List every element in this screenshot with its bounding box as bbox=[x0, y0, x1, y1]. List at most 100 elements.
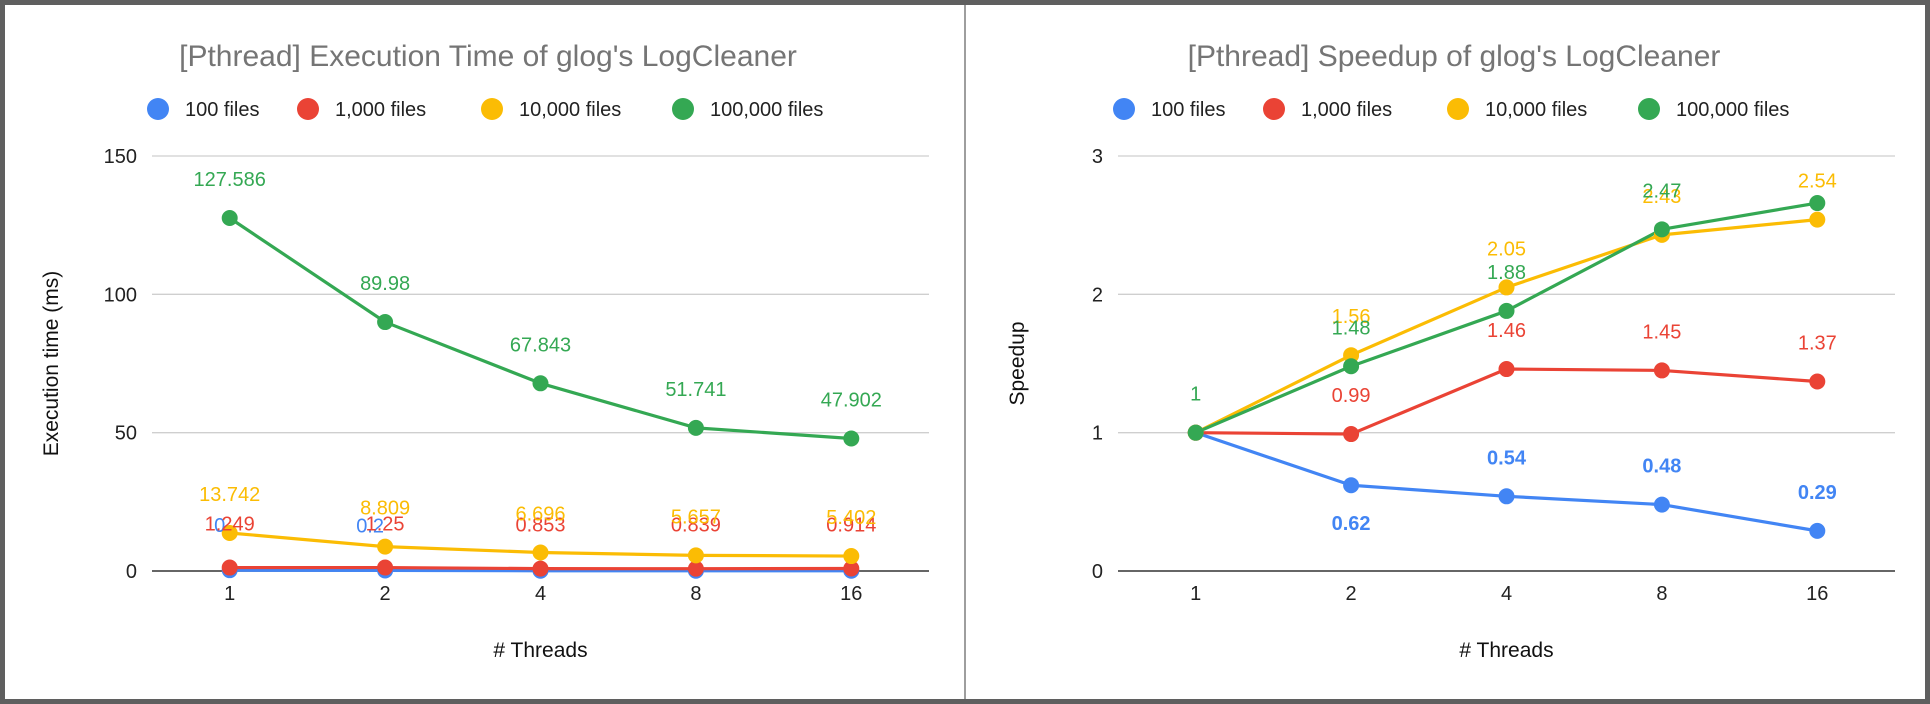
data-label-2-4: 2.54 bbox=[1798, 171, 1837, 193]
legend-label-2: 10,000 files bbox=[1485, 99, 1587, 121]
legend-marker-2 bbox=[1447, 98, 1469, 120]
legend-marker-3 bbox=[672, 98, 694, 120]
speedup-chart: [Pthread] Speedup of glog's LogCleaner10… bbox=[1006, 40, 1895, 662]
data-point-3-4 bbox=[843, 430, 860, 447]
data-point-3-2 bbox=[532, 375, 549, 392]
data-point-1-4 bbox=[843, 560, 860, 577]
data-point-2-1 bbox=[377, 538, 394, 555]
data-point-1-1 bbox=[377, 559, 394, 576]
data-label-1-3: 1.45 bbox=[1642, 321, 1681, 343]
data-point-3-2 bbox=[1498, 302, 1515, 319]
x-tick-label: 2 bbox=[380, 583, 391, 605]
x-axis-label: # Threads bbox=[1459, 639, 1553, 662]
x-tick-label: 8 bbox=[1656, 583, 1667, 605]
chart-title: [Pthread] Execution Time of glog's LogCl… bbox=[179, 40, 797, 73]
series-line-1 bbox=[1195, 367, 1818, 436]
y-axis-label: Speedup bbox=[1006, 321, 1029, 405]
data-label-1-3: 0.839 bbox=[671, 515, 721, 537]
y-tick-label: 1 bbox=[1092, 423, 1103, 445]
data-label-0-1: 0.2 bbox=[356, 515, 384, 537]
data-point-2-1 bbox=[1343, 347, 1360, 364]
x-axis-label: # Threads bbox=[493, 639, 587, 662]
y-tick-label: 100 bbox=[104, 284, 137, 306]
data-label-1-2: 0.853 bbox=[515, 515, 565, 537]
data-point-3-3 bbox=[1653, 221, 1670, 238]
y-tick-label: 0 bbox=[126, 561, 137, 583]
data-label-2-1: 8.809 bbox=[360, 498, 410, 520]
data-point-3-0 bbox=[221, 210, 238, 227]
data-point-1-1 bbox=[1343, 426, 1360, 443]
legend-label-3: 100,000 files bbox=[1676, 99, 1789, 121]
data-label-2-3: 5.657 bbox=[671, 506, 721, 528]
legend-marker-3 bbox=[1638, 98, 1660, 120]
x-tick-label: 16 bbox=[840, 583, 862, 605]
data-point-0-1 bbox=[1343, 477, 1360, 494]
legend-marker-0 bbox=[1113, 98, 1135, 120]
x-tick-label: 2 bbox=[1346, 583, 1357, 605]
data-point-3-3 bbox=[687, 419, 704, 436]
legend-marker-0 bbox=[147, 98, 169, 120]
data-label-2-4: 5.402 bbox=[826, 507, 876, 529]
data-label-2-0: 13.742 bbox=[199, 484, 260, 506]
data-point-0-4 bbox=[1809, 522, 1826, 539]
x-tick-label: 1 bbox=[224, 583, 235, 605]
data-label-3-3: 51.741 bbox=[665, 379, 726, 401]
data-point-3-4 bbox=[1809, 195, 1826, 212]
y-tick-label: 0 bbox=[1092, 561, 1103, 583]
data-point-2-4 bbox=[843, 548, 860, 565]
data-label-2-1: 1.56 bbox=[1332, 306, 1371, 328]
data-point-2-0 bbox=[221, 524, 238, 541]
legend-marker-2 bbox=[481, 98, 503, 120]
data-point-3-0 bbox=[1187, 424, 1204, 441]
data-label-3-1: 1.48 bbox=[1332, 317, 1371, 339]
data-point-2-2 bbox=[532, 544, 549, 561]
x-tick-label: 1 bbox=[1190, 583, 1201, 605]
execution-time-chart: [Pthread] Execution Time of glog's LogCl… bbox=[40, 40, 929, 662]
x-tick-label: 16 bbox=[1806, 583, 1828, 605]
data-point-1-2 bbox=[532, 560, 549, 577]
data-label-3-0: 1 bbox=[1190, 384, 1201, 406]
x-tick-label: 4 bbox=[535, 583, 546, 605]
data-label-1-0: 1.249 bbox=[205, 514, 255, 536]
data-label-2-2: 6.696 bbox=[515, 503, 565, 525]
data-label-3-2: 1.88 bbox=[1487, 262, 1526, 284]
data-label-0-4: 0.29 bbox=[1798, 482, 1837, 504]
data-label-3-0: 127.586 bbox=[194, 169, 266, 191]
data-point-0-3 bbox=[1653, 496, 1670, 513]
legend-label-3: 100,000 files bbox=[710, 99, 823, 121]
x-tick-label: 4 bbox=[1501, 583, 1512, 605]
data-point-2-4 bbox=[1809, 211, 1826, 228]
data-label-0-3: 0.48 bbox=[1642, 456, 1681, 478]
legend-marker-1 bbox=[1263, 98, 1285, 120]
series-line-3 bbox=[228, 216, 852, 441]
data-point-3-1 bbox=[377, 314, 394, 331]
data-label-1-1: 0.99 bbox=[1332, 385, 1371, 407]
legend-marker-1 bbox=[297, 98, 319, 120]
y-tick-label: 50 bbox=[115, 423, 137, 445]
y-tick-label: 2 bbox=[1092, 284, 1103, 306]
data-label-0-1: 0.62 bbox=[1332, 513, 1371, 535]
legend-label-0: 100 files bbox=[185, 99, 260, 121]
data-point-1-0 bbox=[221, 559, 238, 576]
data-point-1-3 bbox=[687, 560, 704, 577]
chart-title: [Pthread] Speedup of glog's LogCleaner bbox=[1188, 40, 1721, 73]
data-point-1-2 bbox=[1498, 361, 1515, 378]
panel-divider bbox=[964, 5, 966, 699]
x-tick-label: 8 bbox=[690, 583, 701, 605]
data-point-1-3 bbox=[1653, 362, 1670, 379]
data-label-0-0: 0 bbox=[214, 515, 225, 537]
y-axis-label: Execution time (ms) bbox=[40, 271, 63, 457]
data-label-0-2: 0.54 bbox=[1487, 447, 1527, 469]
y-tick-label: 3 bbox=[1092, 146, 1103, 168]
data-label-1-1: 1.25 bbox=[366, 514, 405, 536]
data-label-1-4: 0.914 bbox=[826, 514, 876, 536]
legend-label-2: 10,000 files bbox=[519, 99, 621, 121]
data-label-3-3: 2.47 bbox=[1642, 180, 1681, 202]
data-label-3-1: 89.98 bbox=[360, 273, 410, 295]
data-point-0-2 bbox=[1498, 488, 1515, 505]
data-label-1-4: 1.37 bbox=[1798, 332, 1837, 354]
legend-label-1: 1,000 files bbox=[1301, 99, 1392, 121]
data-label-2-2: 2.05 bbox=[1487, 238, 1526, 260]
data-label-2-3: 2.43 bbox=[1642, 186, 1681, 208]
y-tick-label: 150 bbox=[104, 146, 137, 168]
